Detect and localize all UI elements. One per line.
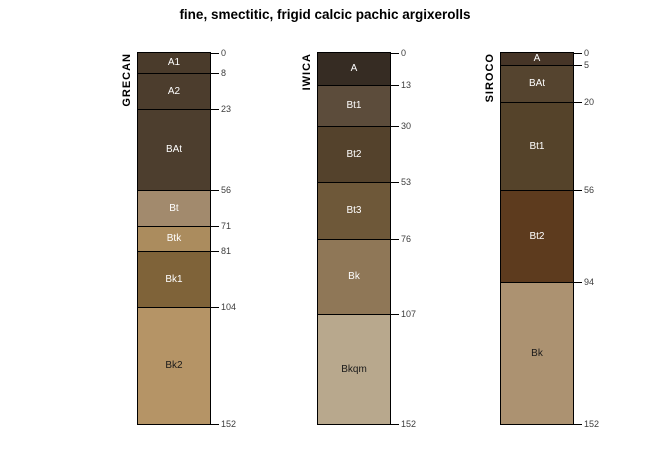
- horizon-label: Bkqm: [341, 363, 367, 375]
- horizon-label: Bt2: [346, 148, 362, 160]
- horizon-rect: Bk2: [138, 307, 210, 424]
- depth-tick-label: 53: [401, 177, 412, 187]
- horizon-label: Bk2: [165, 360, 183, 371]
- horizon-label: A: [533, 53, 541, 64]
- horizon-label: A1: [167, 57, 181, 68]
- horizon-rect: Btk: [138, 226, 210, 251]
- horizon-label: Bt1: [529, 140, 545, 152]
- depth-tick-label: 56: [584, 185, 595, 195]
- profile-column-siroco: A BAt Bt1 Bt2 Bk: [500, 52, 574, 425]
- depth-tick: [574, 190, 582, 191]
- profile-name-siroco: SIROCO: [484, 53, 496, 103]
- horizon-rect: Bk: [318, 239, 390, 314]
- horizon-rect: Bt: [138, 190, 210, 226]
- horizon-rect: Bt1: [501, 102, 573, 190]
- depth-tick: [574, 65, 582, 66]
- depth-tick: [391, 85, 399, 86]
- horizon-label: Bk1: [165, 273, 183, 285]
- horizon-rect: A: [318, 53, 390, 85]
- depth-tick: [391, 126, 399, 127]
- depth-tick-label: 107: [401, 309, 417, 319]
- horizon-label: Bt3: [346, 205, 362, 216]
- horizon-rect: A2: [138, 73, 210, 109]
- depth-tick-label: 81: [221, 246, 232, 256]
- profile-name-grecan: GRECAN: [121, 53, 133, 107]
- depth-tick: [391, 239, 399, 240]
- depth-tick-label: 20: [584, 97, 595, 107]
- horizon-rect: Bt2: [318, 126, 390, 182]
- depth-tick-label: 152: [221, 419, 237, 429]
- depth-tick-label: 71: [221, 221, 232, 231]
- horizon-label: BAt: [528, 78, 546, 89]
- depth-tick: [211, 73, 219, 74]
- horizon-rect: Bkqm: [318, 314, 390, 424]
- depth-tick-label: 0: [221, 48, 227, 58]
- depth-tick: [574, 424, 582, 425]
- depth-tick: [211, 109, 219, 110]
- depth-tick-label: 13: [401, 80, 412, 90]
- depth-tick-label: 30: [401, 121, 412, 131]
- depth-tick-label: 5: [584, 60, 590, 70]
- depth-tick: [391, 182, 399, 183]
- profile-column-iwica: A Bt1 Bt2 Bt3 Bk Bkqm: [317, 52, 391, 425]
- depth-tick-label: 0: [401, 48, 407, 58]
- depth-tick-label: 8: [221, 68, 227, 78]
- horizon-rect: Bt1: [318, 85, 390, 126]
- depth-tick-label: 0: [584, 48, 590, 58]
- horizon-rect: A: [501, 53, 573, 65]
- depth-tick: [211, 307, 219, 308]
- depth-tick: [391, 53, 399, 54]
- profile-column-grecan: A1 A2 BAt Bt Btk Bk1 Bk2: [137, 52, 211, 425]
- depth-tick: [211, 226, 219, 227]
- horizon-label: Btk: [166, 233, 182, 244]
- depth-tick-label: 76: [401, 234, 412, 244]
- depth-tick: [211, 190, 219, 191]
- chart-title: fine, smectitic, frigid calcic pachic ar…: [179, 7, 471, 22]
- depth-tick: [574, 53, 582, 54]
- horizon-label: BAt: [165, 144, 183, 155]
- horizon-rect: BAt: [138, 109, 210, 190]
- horizon-rect: BAt: [501, 65, 573, 102]
- depth-tick: [574, 282, 582, 283]
- horizon-label: Bt1: [346, 100, 362, 111]
- depth-tick: [211, 53, 219, 54]
- depth-tick: [211, 251, 219, 252]
- horizon-rect: Bk: [501, 282, 573, 424]
- depth-tick-label: 23: [221, 104, 232, 114]
- horizon-label: A2: [167, 85, 181, 97]
- depth-tick-label: 152: [401, 419, 417, 429]
- horizon-label: Bt2: [529, 230, 545, 242]
- horizon-label: Bk: [531, 347, 543, 359]
- depth-tick: [391, 314, 399, 315]
- profile-name-iwica: IWICA: [301, 53, 313, 91]
- horizon-rect: Bk1: [138, 251, 210, 307]
- horizon-rect: Bt3: [318, 182, 390, 239]
- depth-tick: [211, 424, 219, 425]
- horizon-label: Bk: [348, 271, 360, 282]
- horizon-label: Bt: [169, 202, 179, 214]
- depth-tick-label: 104: [221, 302, 237, 312]
- depth-tick: [391, 424, 399, 425]
- depth-tick-label: 152: [584, 419, 600, 429]
- depth-tick-label: 94: [584, 277, 595, 287]
- depth-tick-label: 56: [221, 185, 232, 195]
- horizon-label: A: [350, 63, 358, 74]
- depth-tick: [574, 102, 582, 103]
- horizon-rect: A1: [138, 53, 210, 73]
- horizon-rect: Bt2: [501, 190, 573, 282]
